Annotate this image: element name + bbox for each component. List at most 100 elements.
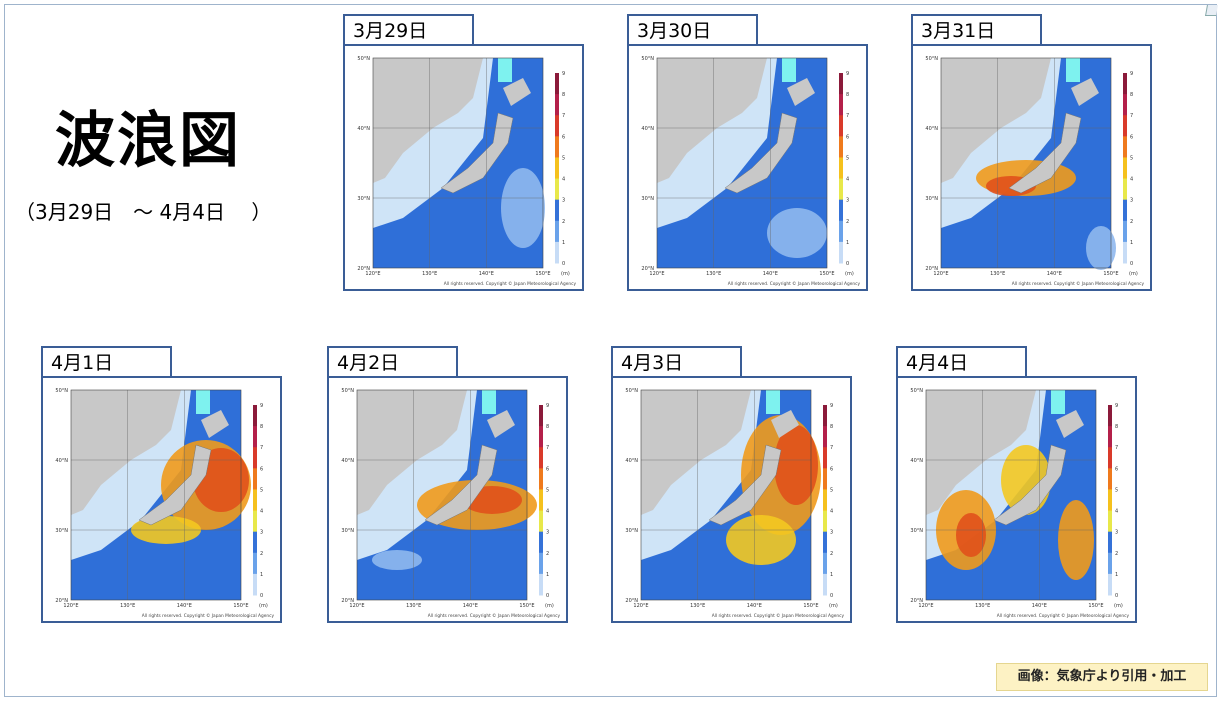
scale-tick-label: 7 [830,445,833,451]
continent-land [71,390,181,515]
lat-tick-label: 20°N [55,598,68,604]
scale-swatch [253,510,257,533]
scale-tick-label: 5 [546,487,549,493]
scale-tick-label: 0 [562,261,565,267]
scale-tick-label: 8 [260,424,263,430]
scale-tick-label: 3 [1130,198,1133,204]
slide-frame [4,4,1217,697]
scale-swatch [1108,405,1112,427]
scale-tick-label: 1 [546,572,549,578]
lat-tick-label: 40°N [625,458,638,464]
lon-tick-label: 140°E [1047,271,1062,277]
scale-tick-label: 1 [562,240,565,246]
wave-map-panel: 4月3日 50°N 40°N 30°N 20°N 120°E 130°E 140°E 150°E… [611,346,852,639]
scale-swatch [555,241,559,264]
scale-tick-label: 4 [546,509,549,515]
scale-swatch [253,489,257,512]
scale-tick-label: 7 [546,445,549,451]
scale-tick-label: 0 [260,593,263,599]
scale-tick-label: 8 [846,92,849,98]
lon-tick-label: 130°E [690,603,705,609]
scale-tick-label: 6 [830,466,833,472]
scale-swatch [1123,178,1127,201]
scale-swatch [1123,115,1127,137]
scale-swatch [555,94,559,116]
wave-map-panel: 4月1日 50°N 40°N 30°N 20°N 120°E 130°E 140°E 150°E… [41,346,282,639]
scale-tick-label: 6 [546,466,549,472]
map-border [640,389,812,601]
lat-tick-label: 40°N [55,458,68,464]
scale-tick-label: 1 [1115,572,1118,578]
sea-ice-area [1066,58,1080,82]
lat-tick-label: 50°N [357,56,370,62]
lon-tick-label: 120°E [918,603,933,609]
japan-islands [440,112,514,194]
scale-tick-label: 2 [846,219,849,225]
scale-swatch [839,115,843,137]
scale-tick-label: 6 [562,134,565,140]
wave-map: 50°N 40°N 30°N 20°N 120°E 130°E 140°E 150°E 9 8 7 6… [327,376,568,623]
hokkaido-island [771,410,799,438]
lat-tick-label: 30°N [55,528,68,534]
scale-tick-label: 6 [1130,134,1133,140]
hokkaido-island [787,78,815,106]
scale-tick-label: 5 [1115,487,1118,493]
wave-map: 50°N 40°N 30°N 20°N 120°E 130°E 140°E 150°E 9 8 7 6… [41,376,282,623]
lat-tick-label: 30°N [625,528,638,534]
scale-tick-label: 8 [562,92,565,98]
sea-ice-area [782,58,796,82]
scale-tick-label: 7 [562,113,565,119]
wave-map: 50°N 40°N 30°N 20°N 120°E 130°E 140°E 150°E 9 8 7 6… [343,44,584,291]
scale-tick-label: 7 [260,445,263,451]
scale-swatch [823,447,827,469]
lat-tick-label: 30°N [910,528,923,534]
scale-tick-label: 9 [260,403,263,409]
scale-swatch [839,136,843,158]
scale-swatch [539,573,543,596]
scale-unit-label: (m) [845,271,854,277]
scale-tick-label: 2 [1115,551,1118,557]
scale-tick-label: 4 [260,509,263,515]
date-range-subtitle: （3月29日 ～ 4月4日 ） [15,200,272,224]
lat-tick-label: 20°N [910,598,923,604]
scale-tick-label: 3 [546,530,549,536]
wave-height-contour [1058,500,1094,580]
scale-swatch [253,426,257,448]
wave-height-contour [956,513,986,557]
lat-tick-label: 50°N [341,388,354,394]
scale-tick-label: 3 [846,198,849,204]
scale-swatch [823,510,827,533]
scale-swatch [253,552,257,575]
sea-ice-area [1051,390,1065,414]
scale-swatch [823,426,827,448]
scale-swatch [555,220,559,243]
panel-date-tab: 4月4日 [896,346,1027,376]
scale-swatch [1108,573,1112,596]
copyright-notice: All rights reserved. Copyright © Japan M… [444,280,577,287]
scale-tick-label: 5 [846,155,849,161]
page-curl-icon [1205,5,1218,16]
scale-tick-label: 7 [1130,113,1133,119]
japan-islands [1008,112,1082,194]
scale-swatch [539,489,543,512]
scale-tick-label: 9 [846,71,849,77]
lat-tick-label: 30°N [641,196,654,202]
lon-tick-label: 130°E [422,271,437,277]
continent-land [373,58,483,183]
scale-swatch [839,73,843,95]
lon-tick-label: 150°E [233,603,248,609]
sea-ice-area [196,390,210,414]
lat-tick-label: 30°N [357,196,370,202]
scale-tick-label: 7 [1115,445,1118,451]
scale-unit-label: (m) [561,271,570,277]
lat-tick-label: 30°N [341,528,354,534]
scale-unit-label: (m) [259,603,268,609]
copyright-notice: All rights reserved. Copyright © Japan M… [997,612,1130,619]
japan-islands [138,444,212,526]
scale-tick-label: 9 [546,403,549,409]
scale-swatch [539,405,543,427]
scale-swatch [555,136,559,158]
